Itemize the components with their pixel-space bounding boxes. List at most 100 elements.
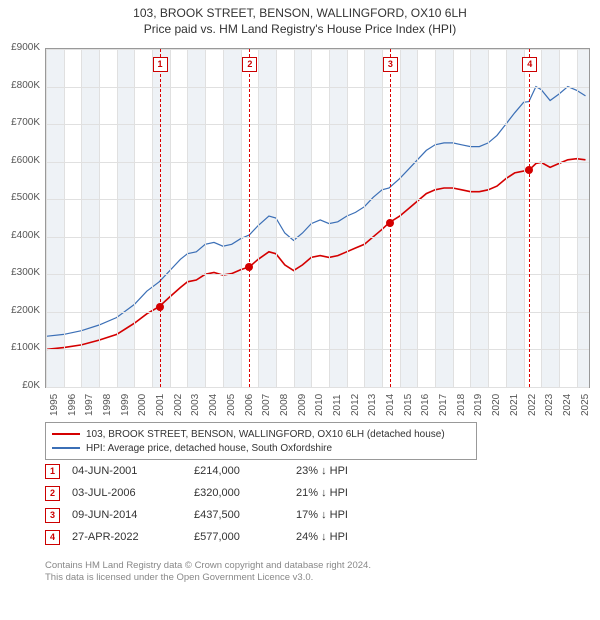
transaction-row: 104-JUN-2001£214,00023% ↓ HPI	[45, 460, 475, 482]
ytick-label: £100K	[0, 342, 40, 353]
hgrid-line	[46, 49, 589, 50]
vgrid-line	[81, 49, 82, 387]
xtick-label: 2024	[562, 394, 573, 416]
hgrid-line	[46, 274, 589, 275]
hgrid-line	[46, 162, 589, 163]
vgrid-line	[258, 49, 259, 387]
xtick-label: 2014	[385, 394, 396, 416]
hgrid-line	[46, 349, 589, 350]
footnote-line1: Contains HM Land Registry data © Crown c…	[45, 560, 525, 572]
vgrid-line	[276, 49, 277, 387]
xtick-label: 2002	[173, 394, 184, 416]
xtick-label: 2020	[491, 394, 502, 416]
footnote-line2: This data is licensed under the Open Gov…	[45, 572, 525, 584]
xtick-label: 1995	[49, 394, 60, 416]
sale-dot	[156, 303, 164, 311]
legend-label-property: 103, BROOK STREET, BENSON, WALLINGFORD, …	[86, 429, 445, 440]
xtick-label: 2018	[456, 394, 467, 416]
footnote: Contains HM Land Registry data © Crown c…	[45, 560, 525, 585]
tx-diff: 17% ↓ HPI	[296, 509, 396, 521]
marker-line	[529, 49, 530, 387]
legend-swatch-hpi	[52, 447, 80, 449]
marker-box: 3	[383, 57, 398, 72]
xtick-label: 2000	[137, 394, 148, 416]
xtick-label: 2015	[403, 394, 414, 416]
plot-area: 1234	[45, 48, 590, 388]
tx-date: 03-JUL-2006	[72, 487, 182, 499]
xtick-label: 2016	[420, 394, 431, 416]
vgrid-line	[241, 49, 242, 387]
hgrid-line	[46, 124, 589, 125]
vgrid-line	[400, 49, 401, 387]
xtick-label: 2005	[226, 394, 237, 416]
xtick-label: 2010	[314, 394, 325, 416]
hgrid-line	[46, 312, 589, 313]
ytick-label: £400K	[0, 230, 40, 241]
xtick-label: 2013	[367, 394, 378, 416]
xtick-label: 2019	[473, 394, 484, 416]
vgrid-line	[488, 49, 489, 387]
ytick-label: £500K	[0, 192, 40, 203]
tx-date: 27-APR-2022	[72, 531, 182, 543]
xtick-label: 1997	[84, 394, 95, 416]
legend-swatch-property	[52, 433, 80, 435]
vgrid-line	[364, 49, 365, 387]
vgrid-line	[541, 49, 542, 387]
ytick-label: £300K	[0, 267, 40, 278]
xtick-label: 2023	[544, 394, 555, 416]
vgrid-line	[577, 49, 578, 387]
ytick-label: £800K	[0, 80, 40, 91]
legend-item-property: 103, BROOK STREET, BENSON, WALLINGFORD, …	[52, 427, 470, 441]
tx-marker-box: 2	[45, 486, 60, 501]
vgrid-line	[223, 49, 224, 387]
xtick-label: 2012	[350, 394, 361, 416]
marker-line	[160, 49, 161, 387]
vgrid-line	[506, 49, 507, 387]
vgrid-line	[347, 49, 348, 387]
vgrid-line	[205, 49, 206, 387]
xtick-label: 2009	[297, 394, 308, 416]
hgrid-line	[46, 199, 589, 200]
transaction-row: 2 03-JUL-2006 £320,000 21% ↓ HPI	[45, 482, 475, 504]
vgrid-line	[453, 49, 454, 387]
xtick-label: 1999	[120, 394, 131, 416]
tx-marker-box: 4	[45, 530, 60, 545]
hgrid-line	[46, 87, 589, 88]
transactions-table: 104-JUN-2001£214,00023% ↓ HPI203-JUL-200…	[45, 460, 475, 548]
xtick-label: 2008	[279, 394, 290, 416]
hgrid-line	[46, 387, 589, 388]
chart-subtitle: Price paid vs. HM Land Registry's House …	[0, 20, 600, 36]
ytick-label: £700K	[0, 117, 40, 128]
vgrid-line	[99, 49, 100, 387]
legend-item-hpi: HPI: Average price, detached house, Sout…	[52, 441, 470, 455]
vgrid-line	[134, 49, 135, 387]
xtick-label: 1998	[102, 394, 113, 416]
series-property	[46, 159, 586, 350]
xtick-label: 2007	[261, 394, 272, 416]
sale-dot	[525, 166, 533, 174]
vgrid-line	[559, 49, 560, 387]
tx-price: £577,000	[194, 531, 284, 543]
chart-container: 103, BROOK STREET, BENSON, WALLINGFORD, …	[0, 0, 600, 620]
vgrid-line	[382, 49, 383, 387]
marker-box: 2	[242, 57, 257, 72]
xtick-label: 1996	[67, 394, 78, 416]
xtick-label: 2017	[438, 394, 449, 416]
transaction-row: 309-JUN-2014£437,50017% ↓ HPI	[45, 504, 475, 526]
hgrid-line	[46, 237, 589, 238]
vgrid-line	[170, 49, 171, 387]
tx-marker-box: 1	[45, 464, 60, 479]
line-series-svg	[46, 49, 589, 387]
xtick-label: 2004	[208, 394, 219, 416]
tx-marker-box: 3	[45, 508, 60, 523]
tx-date: 04-JUN-2001	[72, 465, 182, 477]
xtick-label: 2025	[580, 394, 591, 416]
tx-price: £320,000	[194, 487, 284, 499]
tx-diff: 21% ↓ HPI	[296, 487, 396, 499]
sale-dot	[245, 263, 253, 271]
xtick-label: 2001	[155, 394, 166, 416]
legend-label-hpi: HPI: Average price, detached house, Sout…	[86, 443, 332, 454]
vgrid-line	[417, 49, 418, 387]
tx-date: 09-JUN-2014	[72, 509, 182, 521]
vgrid-line	[64, 49, 65, 387]
